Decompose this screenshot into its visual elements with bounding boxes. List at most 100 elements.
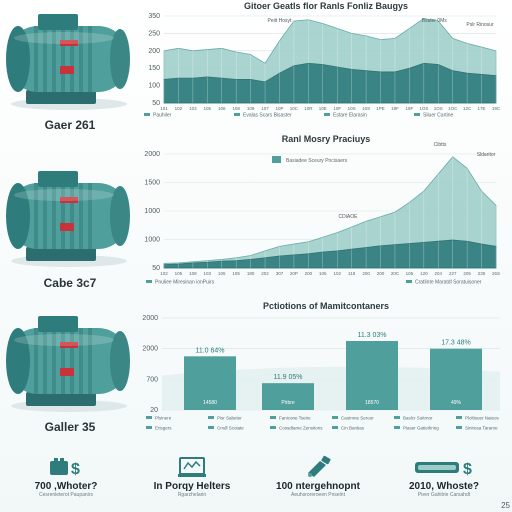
x-tick-label: 10S [348, 106, 356, 111]
x-tick-label: 107 [261, 106, 269, 111]
x-tick-label: 17E [478, 106, 486, 111]
legend-item: Evalas Scars Bisaster [243, 113, 292, 119]
motor-fin [79, 183, 83, 249]
motor-fin [61, 26, 65, 92]
motor-label: Gaer 261 [44, 118, 96, 132]
data-label: 11.9 05% [273, 374, 302, 381]
x-tick-label: 235 [478, 271, 486, 276]
bar [184, 356, 236, 410]
motor-endcap [6, 183, 30, 249]
legend-swatch [332, 416, 338, 419]
motor-label: Galler 35 [44, 420, 96, 434]
x-tick-label: 19F [406, 106, 414, 111]
y-tick-label: 1000 [144, 208, 160, 215]
motor-endcap [6, 328, 30, 394]
x-tick-label: 10S [362, 106, 370, 111]
chart-panel-1: Gitoer Geatls flor Ranls Fonliz Baugys 3… [140, 0, 512, 128]
stat-1: $ 700 ,Whoter? Cesrenleterot Paupanirs [2, 455, 130, 498]
bar-chart-3: 2000 2000 700 20 11.0 64% 14580 11.9 05% Plrbre… [142, 315, 500, 431]
motor-fin [43, 26, 47, 92]
x-tick-label: 101 [160, 106, 168, 111]
motor-badge [60, 40, 78, 46]
legend-item: Cmdl Scoiate [217, 426, 244, 431]
motor-fin [43, 328, 47, 394]
x-tick-label: 102 [160, 271, 168, 276]
y-tick-label: 50 [152, 100, 160, 107]
motor-fin [70, 183, 74, 249]
legend-swatch [146, 426, 152, 429]
motor-fin [34, 183, 38, 249]
x-tick-label: 200 [377, 271, 385, 276]
motor-base [26, 247, 96, 261]
chart-title: Gitoer Geatls flor Ranls Fonliz Baugys [243, 1, 409, 11]
x-tick-label: 102 [175, 106, 183, 111]
motor-fin [34, 328, 38, 394]
legend-item: Cossdtame Zensitons [279, 426, 323, 431]
chart-panel-2: Ranl Mosry Praciuys 2000 1500 1000 1000 50 10… [140, 132, 512, 292]
motor-endcap [110, 186, 130, 246]
motor-fin [52, 328, 56, 394]
legend-swatch [270, 426, 276, 429]
x-tick-label: 102 [333, 271, 341, 276]
stat-caption: Aeuhsroreroeen Pnselnt [291, 492, 345, 498]
motor-fin [88, 328, 92, 394]
y-tick-label: 2000 [142, 346, 158, 353]
stat-4: $ 2010, Whoste? Pieer Gahitrie Carsahdt [380, 455, 508, 498]
x-tick-label: 1OC [448, 106, 458, 111]
x-tick-label: 106 [218, 106, 226, 111]
x-tick-label: 108 [232, 106, 240, 111]
y-tick-label: 150 [148, 65, 160, 72]
motor-card-2: Cabe 3c7 [0, 165, 140, 305]
legend-swatch [394, 416, 400, 419]
x-tick-label: 103 [204, 271, 212, 276]
gauge-dollar-icon: $ [415, 461, 472, 478]
bar [346, 341, 398, 410]
chart-panel-3: Pctiotions of Mamitcontaners 2000 2000 700… [140, 298, 512, 438]
y-tick-label: 20 [150, 407, 158, 414]
x-tick-label: 103 [189, 106, 197, 111]
motor-fin [61, 183, 65, 249]
x-tick-label: 10P [275, 106, 283, 111]
machine-panel-icon [178, 457, 206, 477]
svg-text:$: $ [463, 461, 472, 478]
stat-value: In Porqy Helters [153, 481, 231, 492]
motor-terminal-box [38, 14, 78, 30]
motor-card-3: Galler 35 [0, 310, 140, 450]
legend-swatch [144, 113, 150, 116]
legend-item: Fanicone Tseire [279, 416, 311, 421]
y-tick-label: 1500 [144, 180, 160, 187]
svg-text:$: $ [71, 461, 80, 478]
data-label: 11.0 64% [195, 347, 224, 354]
chart-title: Ranl Mosry Praciuys [281, 134, 371, 144]
x-tick-label: 227 [449, 271, 457, 276]
legend-item: Cin Bantias [341, 426, 365, 431]
legend-item: Pnuliee Miresinan ionPuirs [155, 280, 215, 286]
annotation: CDiAOE [339, 214, 359, 220]
motor-icon [6, 171, 130, 267]
x-tick-label: 12C [463, 106, 472, 111]
motor-fin [79, 328, 83, 394]
x-tick-label: 202 [261, 271, 269, 276]
legend-swatch [208, 426, 214, 429]
motor-base [26, 90, 96, 104]
x-tick-label: 1OS [419, 106, 428, 111]
x-tick-label: 205 [463, 271, 471, 276]
bar [430, 348, 482, 410]
motor-highlight [14, 334, 114, 346]
stat-value: 100 ntergehnopnt [276, 481, 360, 492]
legend-item: Ploltisuer Naieos [465, 416, 500, 421]
x-tick-label: 108 [189, 271, 197, 276]
x-tick-label: 109 [247, 106, 255, 111]
motor-icon [6, 14, 130, 110]
legend-swatch [456, 426, 462, 429]
legend-item: Sliuer Cartine [423, 113, 454, 119]
legend-swatch [332, 426, 338, 429]
x-tick-label: 1OS [434, 106, 443, 111]
motor-fin [88, 183, 92, 249]
motor-highlight [14, 32, 114, 44]
legend-swatch [272, 156, 281, 163]
annotation: Cibtts [434, 142, 447, 148]
legend-swatch [406, 280, 412, 283]
motor-fin [79, 26, 83, 92]
motor-badge [60, 342, 78, 348]
